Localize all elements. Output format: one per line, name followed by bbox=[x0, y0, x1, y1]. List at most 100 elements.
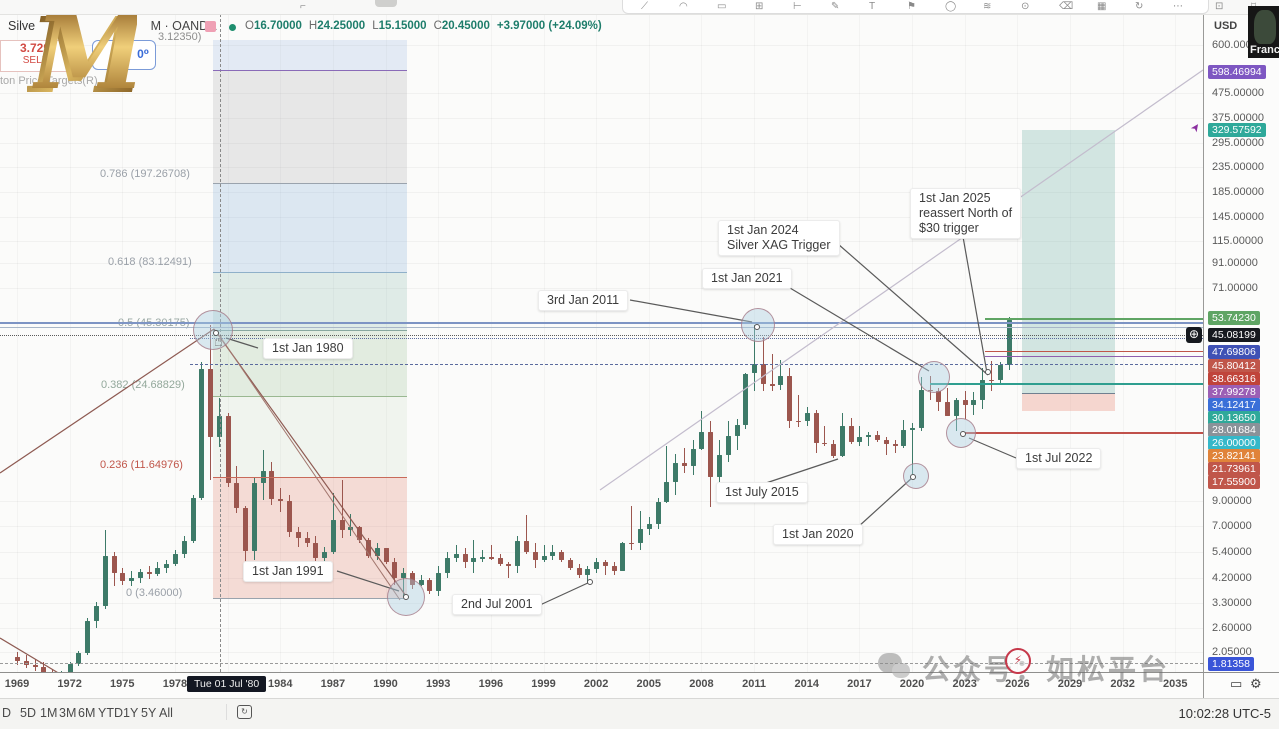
fib-zone bbox=[213, 40, 407, 70]
price-line bbox=[213, 330, 407, 331]
price-axis[interactable]: USD 600.00000 475.00000 375.00000 295.00000… bbox=[1203, 14, 1279, 698]
toolbar-icon[interactable]: ⌐ bbox=[300, 1, 306, 12]
buy-price: 0⁰ bbox=[137, 47, 149, 61]
gridline bbox=[859, 14, 861, 672]
symbol-name[interactable]: Silve bbox=[8, 19, 36, 33]
toolbar-icon[interactable]: T bbox=[869, 1, 876, 12]
ohlc-key: C bbox=[433, 20, 442, 32]
drawing-anchor-dot bbox=[754, 324, 760, 330]
candle bbox=[567, 559, 573, 568]
candle bbox=[523, 541, 529, 553]
toolbar-icon[interactable]: ≋ bbox=[983, 1, 992, 12]
trend-line bbox=[213, 328, 407, 597]
candle bbox=[971, 400, 977, 405]
range-button-6m[interactable]: 6M bbox=[78, 706, 96, 720]
annotation-label: 1st Jan 1980 bbox=[263, 338, 353, 359]
webcam-overlay: Franc bbox=[1248, 6, 1279, 58]
toolbar-icon[interactable]: ▦ bbox=[1097, 1, 1107, 12]
ohlc-value: 16.70000 bbox=[253, 20, 302, 32]
event-circle-marker bbox=[741, 308, 775, 342]
range-button-d[interactable]: D bbox=[2, 706, 12, 720]
year-tick-label: 1990 bbox=[373, 678, 398, 690]
webcam-person bbox=[1254, 10, 1276, 44]
toolbar-handle[interactable] bbox=[375, 0, 397, 7]
candle bbox=[699, 431, 705, 450]
toolbar-icon[interactable]: ↻ bbox=[1135, 1, 1144, 12]
toolbar-icon[interactable]: ◠ bbox=[679, 1, 688, 12]
range-button-5y[interactable]: 5Y bbox=[141, 706, 157, 720]
flag-icon[interactable] bbox=[205, 21, 216, 32]
annotation-leader bbox=[539, 581, 591, 606]
buy-button[interactable]: 0⁰ bbox=[92, 40, 156, 70]
candle-wick bbox=[43, 662, 45, 672]
time-axis[interactable]: 1969197219751978198119841987199019931996… bbox=[0, 672, 1203, 699]
toolbar-icon[interactable]: ◯ bbox=[945, 1, 957, 12]
drawing-anchor-dot bbox=[910, 474, 916, 480]
toolbar-icon[interactable]: ⚑ bbox=[907, 1, 916, 12]
candle bbox=[655, 502, 661, 525]
toolbar-icon[interactable]: ✎ bbox=[831, 1, 840, 12]
gridline bbox=[17, 14, 18, 672]
gridline bbox=[1070, 14, 1071, 672]
range-button-ytd[interactable]: YTD bbox=[98, 706, 123, 720]
toolbar-icon[interactable]: ⌫ bbox=[1059, 1, 1074, 12]
candle-wick bbox=[859, 425, 861, 447]
eye-icon[interactable]: ◎ bbox=[105, 74, 117, 89]
drawing-toolbar[interactable]: ⟋◠▭⊞⊢✎T⚑◯≋⊙⌫▦↻⋯⊡⌑ bbox=[622, 0, 1256, 14]
toolbar-icon[interactable]: ⊢ bbox=[793, 1, 802, 12]
candle bbox=[225, 415, 231, 484]
toolbar-icon[interactable]: ⊙ bbox=[1021, 1, 1030, 12]
toolbar-icon[interactable]: ▭ bbox=[717, 1, 727, 12]
price-line-badge: 38.66316 bbox=[1208, 372, 1260, 386]
toolbar-icon[interactable]: ⋯ bbox=[1173, 1, 1183, 12]
symbol-title[interactable]: Silve M · OANDA bbox=[8, 19, 217, 35]
range-button-3m[interactable]: 3M bbox=[59, 706, 77, 720]
hand-cursor: ☝ bbox=[214, 332, 224, 350]
candle bbox=[673, 463, 679, 483]
candle-wick bbox=[947, 387, 949, 417]
go-to-date-icon[interactable]: ↻ bbox=[237, 705, 252, 719]
candle bbox=[989, 379, 995, 382]
range-button-1y[interactable]: 1Y bbox=[123, 706, 139, 720]
candle bbox=[418, 580, 424, 586]
gear-icon[interactable]: ⚙ bbox=[1250, 676, 1262, 691]
candle bbox=[155, 568, 161, 575]
candle bbox=[269, 471, 275, 499]
price-line-badge: 28.01684 bbox=[1208, 423, 1260, 437]
trendlines-layer bbox=[0, 69, 1203, 672]
clock[interactable]: 10:02:28 UTC-5 bbox=[1178, 706, 1272, 721]
price-line-badge: 30.13650 bbox=[1208, 411, 1260, 425]
candle bbox=[76, 653, 82, 665]
indicator-legend[interactable]: ton Price Targets(R) ◎ bbox=[0, 74, 117, 90]
candle bbox=[602, 562, 608, 567]
svg-text:M: M bbox=[27, 14, 137, 117]
ohlc-key: L bbox=[372, 20, 379, 32]
currency-label: USD bbox=[1214, 20, 1238, 32]
range-button-5d[interactable]: 5D bbox=[20, 706, 36, 720]
price-tick-label: 5.40000 bbox=[1212, 546, 1252, 558]
ohlc-key: O bbox=[245, 20, 254, 32]
event-circle-marker bbox=[903, 463, 929, 489]
sell-label: SELL bbox=[22, 55, 48, 66]
sell-button[interactable]: 3.729 SELL bbox=[0, 40, 70, 72]
candle bbox=[190, 497, 196, 542]
screen-icon[interactable]: ▭ bbox=[1230, 676, 1243, 691]
toolbar-icon[interactable]: ⊞ bbox=[755, 1, 764, 12]
candle bbox=[611, 566, 617, 571]
toolbar-icon[interactable]: ⊡ bbox=[1215, 1, 1224, 12]
price-tick-label: 2.60000 bbox=[1212, 622, 1252, 634]
position-tool-zone bbox=[1022, 393, 1115, 411]
fib-level-label: 0.236 (11.64976) bbox=[100, 459, 183, 471]
gridline bbox=[0, 288, 1203, 289]
range-button-all[interactable]: All bbox=[159, 706, 173, 720]
candle bbox=[295, 531, 301, 538]
range-button-1m[interactable]: 1M bbox=[40, 706, 58, 720]
candle bbox=[181, 541, 187, 554]
candle-wick bbox=[754, 324, 756, 392]
candle bbox=[137, 571, 143, 578]
add-alert-plus-button[interactable]: ⊕ bbox=[1186, 327, 1202, 343]
chart-area[interactable]: Silve M · OANDA O16.70000 H24.25000 L15.15… bbox=[0, 14, 1203, 672]
candle bbox=[997, 365, 1003, 381]
toolbar-icon[interactable]: ⟋ bbox=[641, 1, 648, 12]
gridline bbox=[0, 192, 1203, 193]
